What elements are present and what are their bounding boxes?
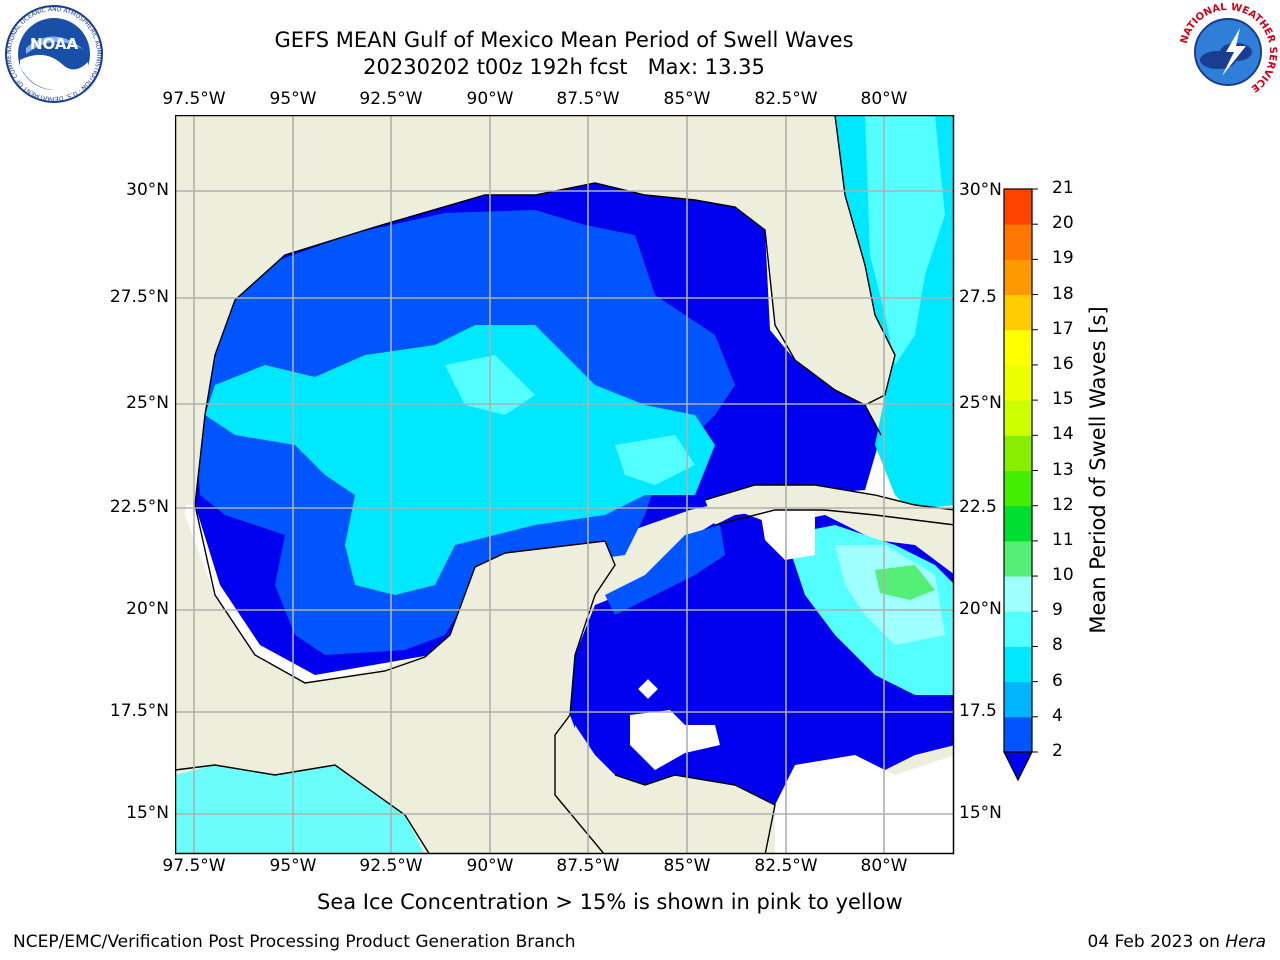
lat-tick-right-6: 15°N bbox=[959, 803, 1002, 823]
colorbar-tick-label: 4 bbox=[1052, 705, 1063, 726]
chart-title: GEFS MEAN Gulf of Mexico Mean Period of … bbox=[274, 28, 854, 52]
colorbar-tick-label: 16 bbox=[1052, 353, 1074, 374]
colorbar-tick-label: 9 bbox=[1052, 600, 1063, 621]
atlantic-swell-light bbox=[865, 115, 945, 365]
footer-date: 04 Feb 2023 on Hera bbox=[1088, 932, 1266, 952]
lat-tick-right-2: 25°N bbox=[959, 393, 1002, 413]
lon-tick-top-5: 85°W bbox=[663, 89, 711, 109]
noaa-logo-text: NOAA bbox=[30, 35, 79, 53]
colorbar-tick-label: 19 bbox=[1052, 248, 1074, 269]
nws-logo: NATIONAL WEATHER SERVICE bbox=[1178, 2, 1278, 102]
colorbar-segment-2 bbox=[1004, 716, 1032, 753]
lon-tick-top-0: 97.5°W bbox=[162, 89, 226, 109]
lon-tick-bottom-6: 82.5°W bbox=[754, 856, 818, 876]
colorbar-segment-10 bbox=[1004, 540, 1032, 577]
colorbar-tick-label: 15 bbox=[1052, 389, 1074, 410]
map-frame bbox=[175, 115, 955, 855]
lat-tick-right-3: 22.5 bbox=[959, 497, 997, 517]
colorbar-segment-12 bbox=[1004, 470, 1032, 507]
colorbar-segment-19 bbox=[1004, 224, 1032, 260]
colorbar-segment-15 bbox=[1004, 364, 1032, 401]
lon-tick-bottom-5: 85°W bbox=[663, 856, 711, 876]
lon-tick-top-4: 87.5°W bbox=[556, 89, 620, 109]
lon-tick-bottom-7: 80°W bbox=[860, 856, 908, 876]
colorbar-tick-label: 12 bbox=[1052, 494, 1074, 515]
colorbar-segment-11 bbox=[1004, 505, 1032, 542]
lat-tick-right-4: 20°N bbox=[959, 599, 1002, 619]
grid-lines bbox=[175, 115, 954, 854]
lat-tick-left-2: 25°N bbox=[126, 393, 169, 413]
florida-land bbox=[735, 115, 954, 405]
colorbar-segment-18 bbox=[1004, 259, 1032, 296]
colorbar-segment-6 bbox=[1004, 646, 1032, 683]
sea-ice-note: Sea Ice Concentration > 15% is shown in … bbox=[317, 890, 903, 914]
coastline-gulf bbox=[194, 182, 882, 506]
colorbar-tick-label: 8 bbox=[1052, 635, 1063, 656]
colorbar-segment-14 bbox=[1004, 400, 1032, 436]
caribbean-gap-2 bbox=[775, 755, 954, 854]
colorbar bbox=[1003, 188, 1038, 782]
noaa-logo: NOAA NATIONAL OCEANIC AND ATMOSPHERIC AD… bbox=[2, 0, 104, 104]
map-plot bbox=[175, 115, 955, 855]
chart-subtitle: 20230202 t00z 192h fcst Max: 13.35 bbox=[363, 55, 765, 79]
coastline-pacific bbox=[175, 764, 431, 854]
colorbar-segment-20 bbox=[1004, 189, 1032, 225]
lat-tick-left-6: 15°N bbox=[126, 803, 169, 823]
caribbean-swell-mid bbox=[605, 525, 725, 615]
lat-tick-left-0: 30°N bbox=[126, 180, 169, 200]
colorbar-tick-label: 2 bbox=[1052, 741, 1063, 761]
caribbean-gap-3 bbox=[760, 505, 815, 560]
lat-tick-left-1: 27.5°N bbox=[109, 287, 169, 307]
coastline-mexico bbox=[194, 504, 616, 854]
coastline-cuba bbox=[704, 484, 954, 526]
footer-branch: NCEP/EMC/Verification Post Processing Pr… bbox=[13, 932, 576, 952]
lat-tick-right-0: 30°N bbox=[959, 180, 1002, 200]
lon-tick-bottom-4: 87.5°W bbox=[556, 856, 620, 876]
colorbar-segment-9 bbox=[1004, 576, 1032, 612]
lon-tick-bottom-3: 90°W bbox=[466, 856, 514, 876]
lat-tick-left-3: 22.5°N bbox=[109, 497, 169, 517]
lat-tick-right-1: 27.5 bbox=[959, 287, 997, 307]
lon-tick-bottom-0: 97.5°W bbox=[162, 856, 226, 876]
lon-tick-top-7: 80°W bbox=[860, 89, 908, 109]
colorbar-tick-label: 13 bbox=[1052, 459, 1074, 480]
lon-tick-top-2: 92.5°W bbox=[359, 89, 423, 109]
colorbar-segment-4 bbox=[1004, 681, 1032, 718]
colorbar-label: Mean Period of Swell Waves [s] bbox=[1086, 306, 1110, 634]
lon-tick-top-3: 90°W bbox=[466, 89, 514, 109]
central-america-land bbox=[575, 725, 775, 854]
colorbar-tick-label: 10 bbox=[1052, 565, 1074, 586]
footer-machine: Hera bbox=[1225, 932, 1266, 952]
lat-tick-right-5: 17.5 bbox=[959, 701, 997, 721]
lat-tick-left-4: 20°N bbox=[126, 599, 169, 619]
footer-date-text: 04 Feb 2023 on bbox=[1087, 932, 1226, 952]
colorbar-segment-16 bbox=[1004, 329, 1032, 366]
colorbar-tick-label: 6 bbox=[1052, 670, 1063, 691]
mexico-land bbox=[175, 495, 615, 854]
gulf-swell-light-2 bbox=[615, 435, 695, 485]
colorbar-tick-label: 20 bbox=[1052, 213, 1074, 234]
colorbar-segment-8 bbox=[1004, 611, 1032, 647]
colorbar-tick-label: 11 bbox=[1052, 529, 1074, 550]
caribbean-gap-1 bbox=[630, 710, 720, 770]
cuba-land bbox=[705, 485, 954, 525]
caribbean-swell-green bbox=[875, 565, 935, 600]
lon-tick-top-6: 82.5°W bbox=[754, 89, 818, 109]
us-gulf-land bbox=[175, 115, 735, 505]
pacific-ocean bbox=[175, 765, 425, 854]
colorbar-tick-label: 21 bbox=[1052, 178, 1074, 198]
lon-tick-top-1: 95°W bbox=[269, 89, 317, 109]
colorbar-under-triangle bbox=[1003, 751, 1033, 782]
colorbar-tick-label: 14 bbox=[1052, 424, 1074, 445]
colorbar-tick-label: 17 bbox=[1052, 318, 1074, 339]
lon-tick-bottom-1: 95°W bbox=[269, 856, 317, 876]
lon-tick-bottom-2: 92.5°W bbox=[359, 856, 423, 876]
colorbar-segment-17 bbox=[1004, 294, 1032, 331]
colorbar-segment-13 bbox=[1004, 435, 1032, 471]
lat-tick-left-5: 17.5°N bbox=[109, 701, 169, 721]
coastline-florida bbox=[834, 115, 896, 406]
colorbar-tick-label: 18 bbox=[1052, 283, 1074, 304]
